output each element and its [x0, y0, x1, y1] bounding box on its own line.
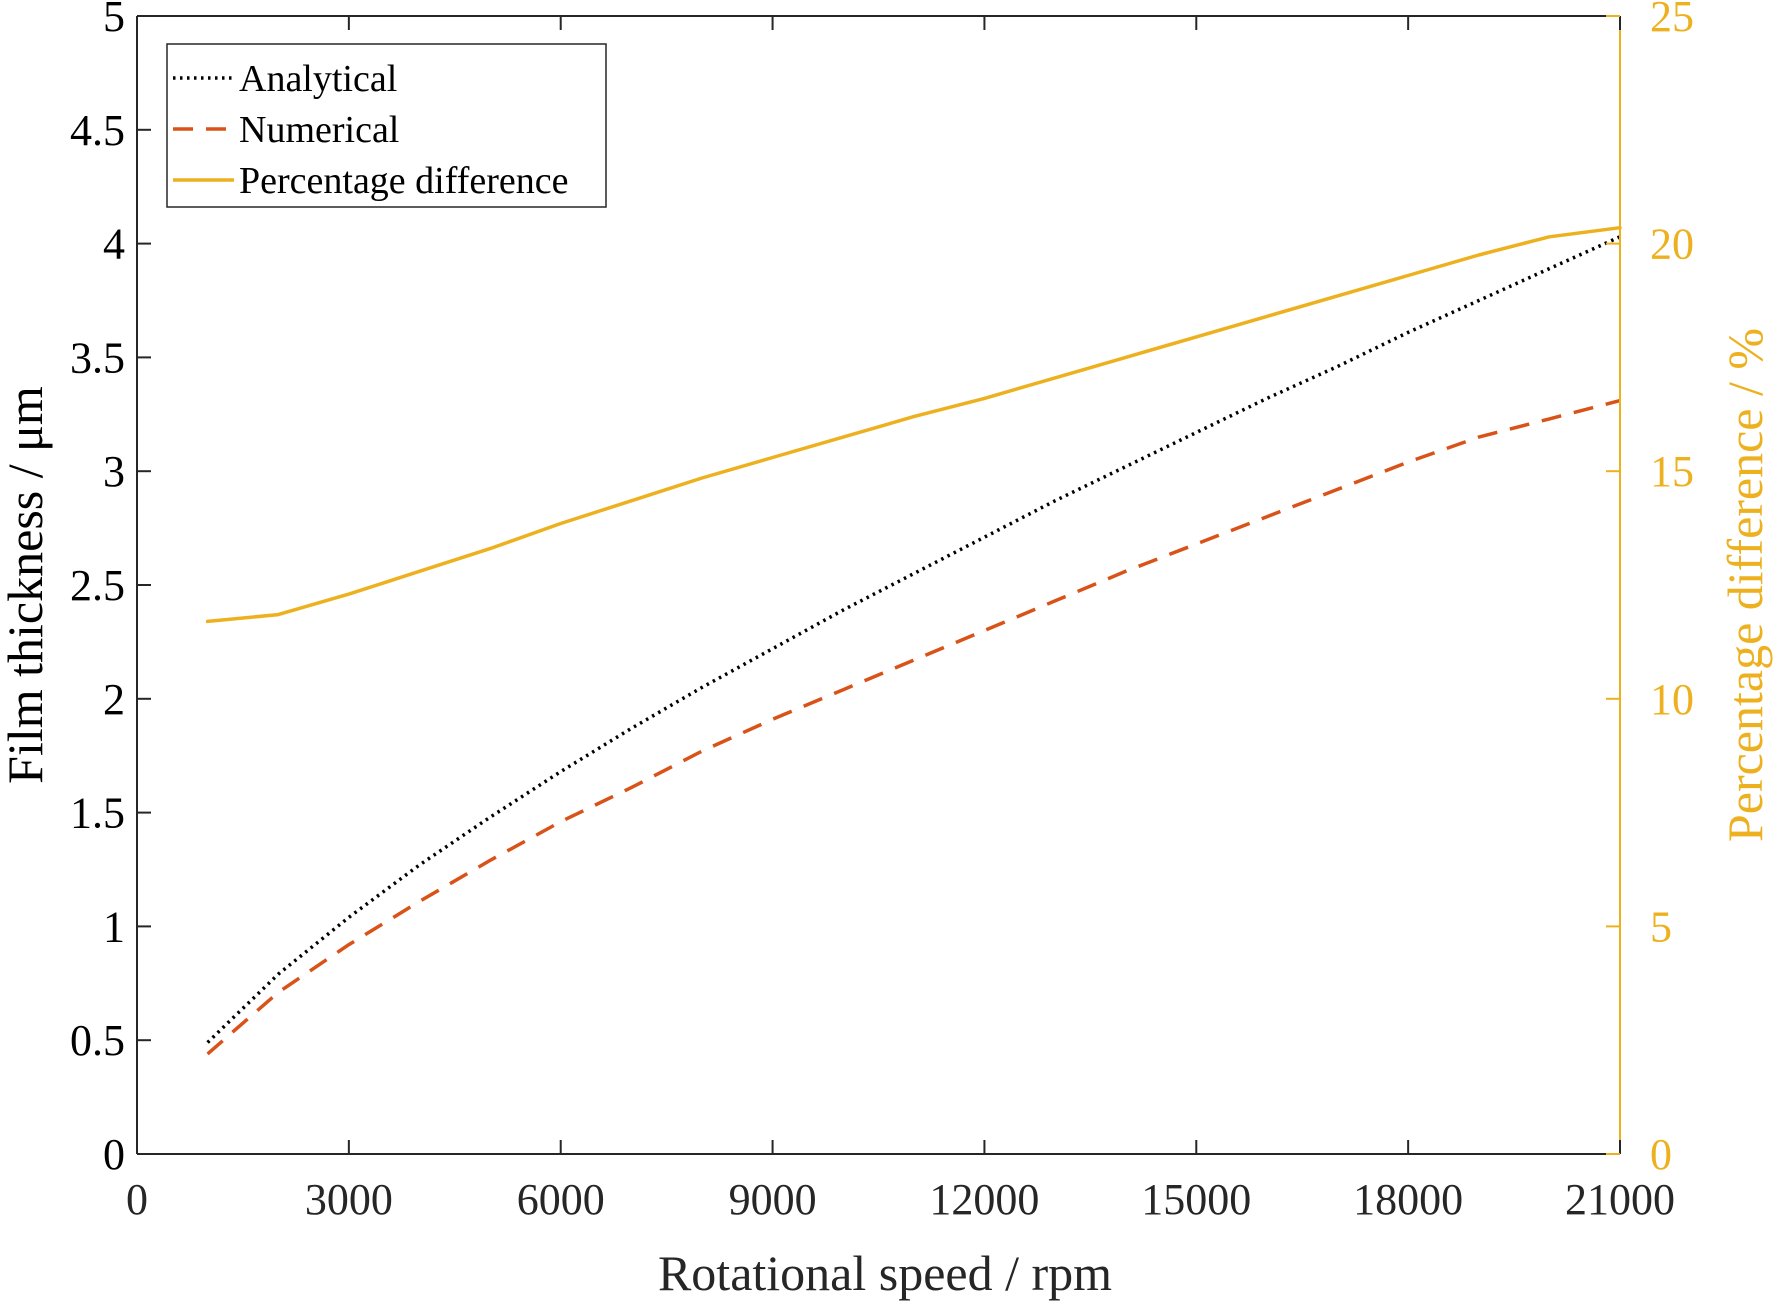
y-right-tick-label: 10 [1650, 675, 1694, 724]
y-right-tick-label: 25 [1650, 0, 1694, 41]
ticks-layer: 0 3000 6000 9000 12000 15000 18000 2100000.511.… [70, 0, 1694, 1224]
y-left-tick-label: 4 [103, 220, 125, 269]
y-left-tick-label: 0 [103, 1130, 125, 1179]
x-axis-label: Rotational speed / rpm [658, 1245, 1112, 1301]
y-left-tick-label: 3 [103, 447, 125, 496]
y-left-tick-label: 2 [103, 675, 125, 724]
y-right-tick-label: 15 [1650, 447, 1694, 496]
x-tick-label: 15000 [1141, 1175, 1251, 1224]
legend-label-numerical: Numerical [239, 109, 399, 151]
y-left-tick-label: 0.5 [70, 1016, 125, 1065]
y-left-tick-label: 1.5 [70, 789, 125, 838]
x-tick-label: 0 [126, 1175, 148, 1224]
series-layer [205, 225, 1622, 1056]
y-axis-label-left: Film thickness / μm [0, 386, 53, 784]
legend: Analytical Numerical Percentage differen… [166, 43, 607, 208]
y-axis-label-right: Percentage difference / % [1717, 328, 1773, 842]
y-right-tick-label: 5 [1650, 902, 1672, 951]
x-tick-label: 18000 [1353, 1175, 1463, 1224]
x-tick-label: 3000 [305, 1175, 393, 1224]
y-left-tick-label: 5 [103, 0, 125, 41]
x-tick-label: 21000 [1565, 1175, 1675, 1224]
y-left-tick-label: 1 [103, 902, 125, 951]
legend-label-analytical: Analytical [239, 58, 397, 100]
x-tick-label: 9000 [729, 1175, 817, 1224]
y-left-tick-label: 4.5 [70, 106, 125, 155]
y-right-tick-label: 0 [1650, 1130, 1672, 1179]
x-tick-label: 12000 [929, 1175, 1039, 1224]
x-tick-label: 6000 [517, 1175, 605, 1224]
y-left-tick-label: 2.5 [70, 561, 125, 610]
y-left-tick-label: 3.5 [70, 333, 125, 382]
legend-label-percentage-difference: Percentage difference [239, 160, 568, 202]
y-right-tick-label: 20 [1650, 220, 1694, 269]
series-line-percentage-difference [205, 225, 1622, 624]
legend-box [166, 43, 607, 208]
